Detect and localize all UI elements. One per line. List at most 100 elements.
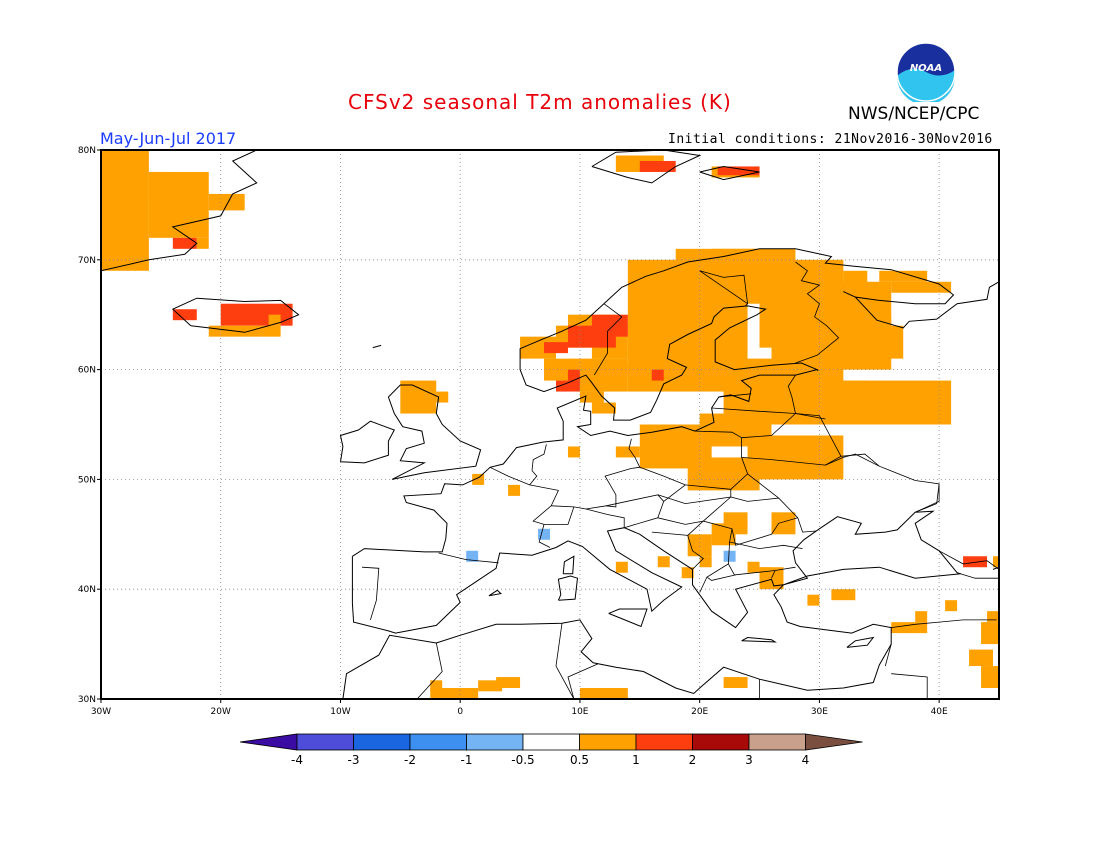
country-border — [728, 563, 796, 576]
coastline — [843, 291, 856, 298]
lon-tick-label: 30E — [811, 707, 828, 717]
anomaly-cell — [615, 446, 640, 458]
coastline — [608, 608, 648, 628]
country-border — [699, 270, 748, 305]
country-border — [438, 552, 499, 564]
coastline — [591, 150, 702, 184]
coastline — [562, 555, 575, 575]
svg-text:NOAA: NOAA — [910, 63, 942, 74]
anomaly-cell — [591, 314, 628, 337]
coastline — [352, 248, 999, 557]
anomaly-cell — [172, 309, 197, 321]
anomaly-cell — [681, 567, 694, 579]
map-title: CFSv2 seasonal T2m anomalies (K) — [348, 90, 732, 114]
anomaly-cell — [657, 556, 670, 568]
coastline — [741, 636, 777, 643]
anomaly-cell — [430, 680, 443, 692]
initial-conditions: Initial conditions: 21Nov2016-30Nov2016 — [668, 132, 993, 147]
country-border — [529, 470, 538, 486]
anomaly-cell — [747, 435, 844, 480]
country-border — [361, 566, 380, 621]
coastline — [846, 636, 875, 648]
axis-ticks: 30N 40N 50N 60N 70N 80N 30W 20W 10W 0 10E 20E 30E 40E — [78, 146, 948, 717]
lat-tick-label: 70N — [78, 256, 96, 266]
lon-tick-label: 0 — [457, 707, 463, 717]
anomaly-cell — [945, 600, 958, 612]
colorbar-segment — [748, 733, 806, 751]
colorbar-segment — [635, 733, 693, 751]
anomaly-cell — [891, 281, 952, 293]
map-frame — [100, 149, 1000, 700]
country-border — [544, 506, 575, 525]
lon-tick-label: 20W — [211, 707, 231, 717]
anomaly-cell — [987, 611, 999, 623]
country-border — [747, 473, 779, 499]
colorbar-segment — [353, 733, 411, 751]
country-border — [657, 489, 732, 505]
anomaly-cell — [591, 402, 616, 414]
coastline — [101, 150, 258, 272]
coastline — [488, 589, 502, 597]
anomaly-cells — [101, 150, 999, 699]
colorbar-label: -2 — [404, 753, 416, 767]
lat-tick-label: 30N — [78, 695, 96, 705]
country-border — [795, 261, 840, 364]
anomaly-cell — [993, 556, 999, 568]
colorbar-label: 4 — [802, 753, 810, 767]
coastline — [342, 510, 961, 699]
country-border — [699, 541, 730, 593]
anomaly-cell — [496, 677, 521, 689]
anomaly-cell — [466, 550, 479, 562]
coastlines-and-borders — [101, 150, 999, 699]
anomaly-cell — [567, 369, 580, 381]
anomaly-cell — [544, 342, 568, 354]
colorbar-label: -3 — [348, 753, 360, 767]
lon-tick-label: 20E — [691, 707, 708, 717]
lat-tick-label: 40N — [78, 585, 96, 595]
anomaly-cell — [687, 457, 760, 491]
anomaly-cell — [101, 150, 149, 271]
anomaly-cell — [400, 380, 437, 414]
coastline — [171, 297, 300, 333]
country-border — [731, 528, 772, 546]
anomaly-cell — [555, 380, 580, 392]
colorbar-segment — [296, 733, 354, 751]
anomaly-cell — [639, 160, 676, 172]
anomaly-cell — [879, 270, 928, 282]
country-border — [651, 531, 704, 570]
anomaly-cell — [717, 166, 760, 176]
coastline — [372, 344, 382, 349]
country-border — [531, 444, 547, 471]
anomaly-cell — [747, 561, 760, 573]
lat-tick-label: 80N — [78, 146, 96, 156]
anomaly-cell — [969, 649, 994, 667]
anomaly-cell — [699, 556, 712, 568]
country-border — [956, 572, 999, 579]
anomaly-cell — [807, 594, 820, 606]
country-border — [771, 517, 798, 535]
anomaly-cell — [208, 325, 221, 337]
colorbar: -4 -3 -2 -1 -0.5 0.5 1 2 3 4 — [239, 733, 863, 767]
colorbar-label: -4 — [291, 753, 303, 767]
anomaly-cell — [579, 688, 628, 699]
colorbar-arrow-low — [239, 733, 298, 751]
anomaly-cell — [843, 270, 868, 304]
anomaly-cell — [771, 512, 796, 535]
lat-lon-gridlines — [101, 150, 999, 699]
country-border — [555, 623, 575, 699]
country-border — [624, 496, 732, 529]
coastline — [816, 369, 819, 372]
anomaly-cell — [759, 567, 772, 579]
anomaly-cell — [981, 622, 999, 645]
coastline — [387, 384, 482, 480]
country-border — [915, 483, 940, 513]
country-border — [891, 673, 928, 699]
anomaly-cell — [148, 171, 173, 194]
anomaly-cell — [436, 391, 449, 403]
colorbar-segment — [466, 733, 524, 751]
anomaly-cell — [579, 391, 604, 403]
country-border — [795, 413, 826, 420]
anomaly-cell — [472, 473, 485, 485]
coastline — [339, 420, 396, 464]
